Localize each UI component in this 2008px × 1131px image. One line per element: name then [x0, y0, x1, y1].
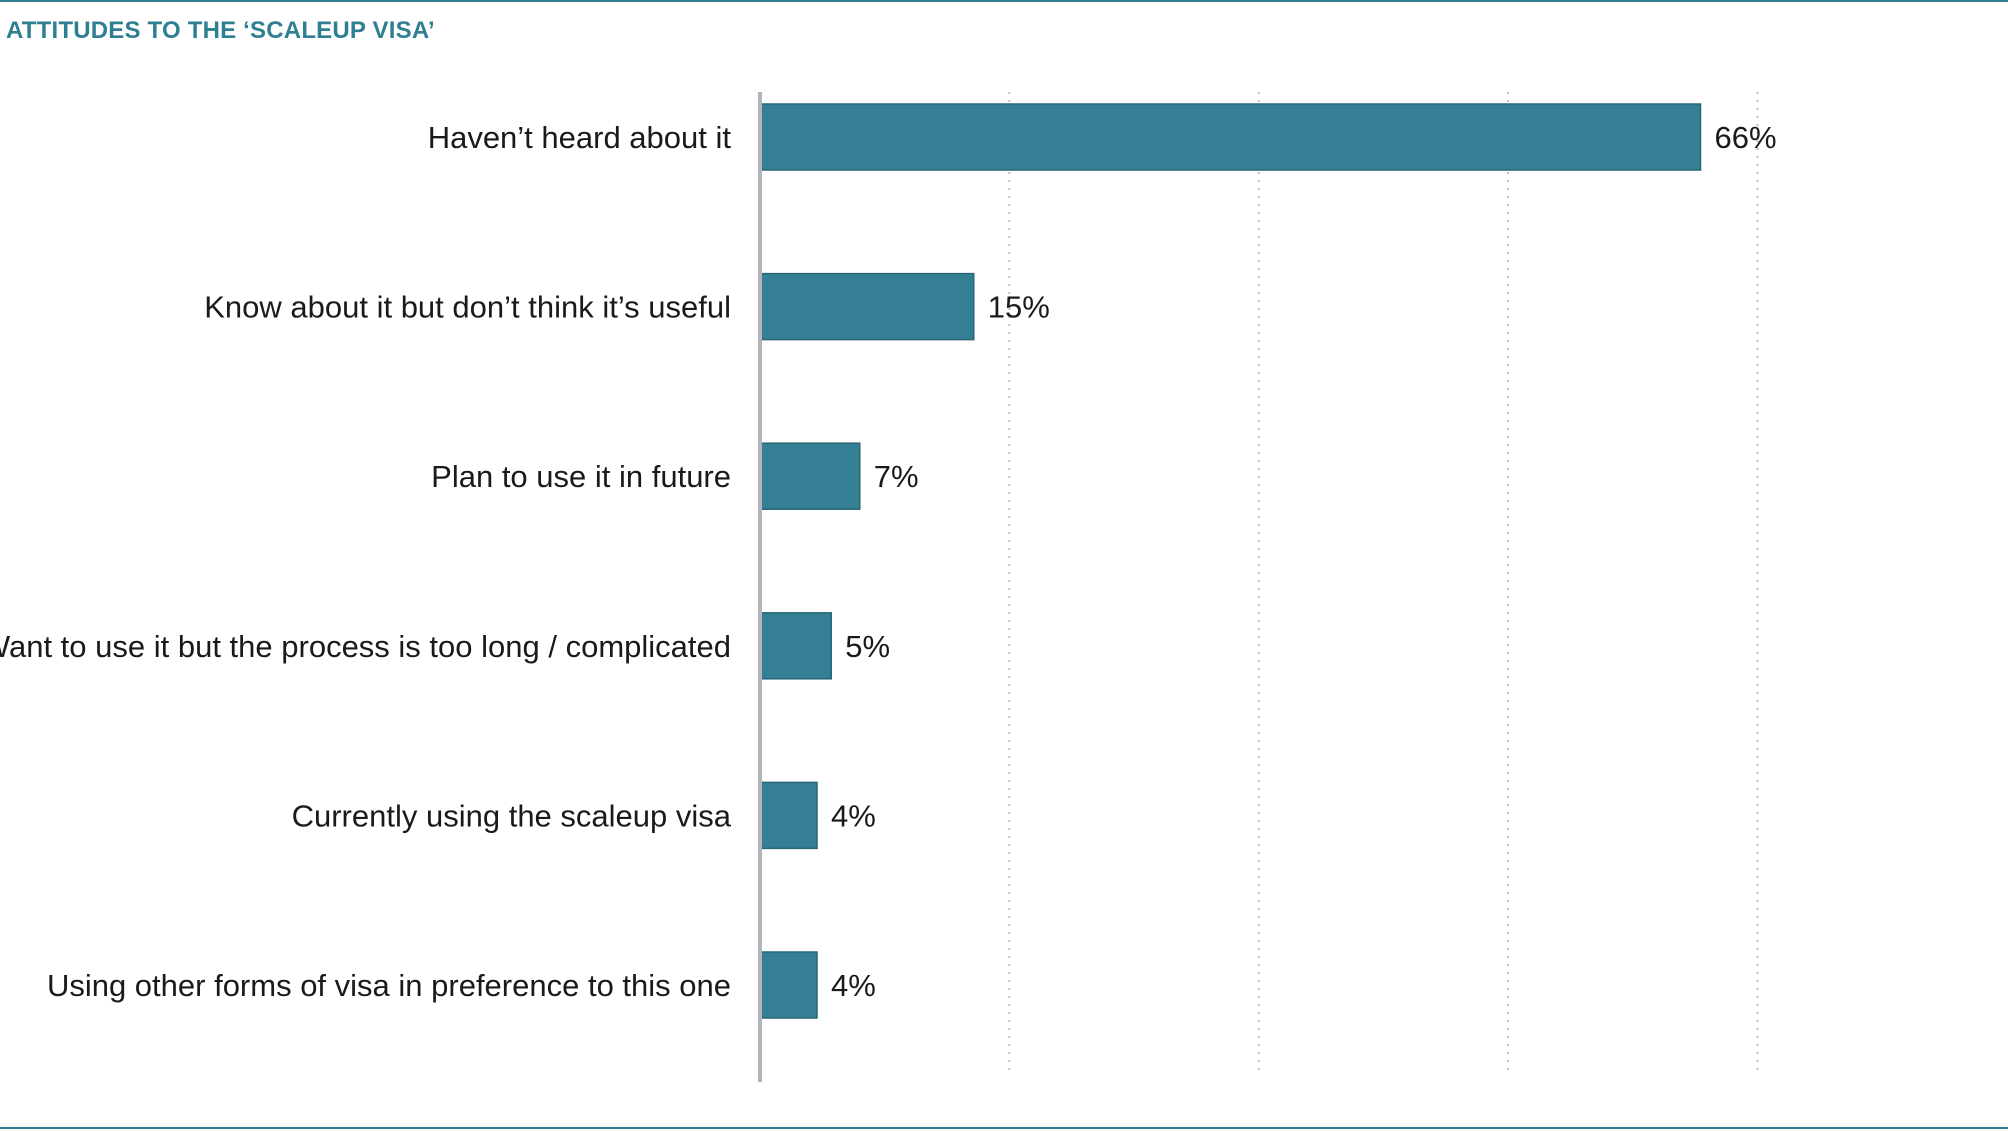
value-label: 5% — [845, 629, 890, 664]
category-label: Know about it but don’t think it’s usefu… — [204, 290, 731, 325]
category-label: Want to use it but the process is too lo… — [0, 629, 731, 664]
value-label: 4% — [831, 798, 876, 833]
bar — [759, 781, 818, 850]
bar — [759, 442, 861, 510]
value-label: 15% — [988, 290, 1050, 325]
value-label: 7% — [874, 459, 919, 494]
value-label: 66% — [1715, 120, 1777, 155]
chart-title: ATTITUDES TO THE ‘SCALEUP VISA’ — [6, 17, 435, 44]
category-label: Plan to use it in future — [431, 459, 731, 494]
bottom-rule — [0, 1127, 2008, 1129]
category-label: Using other forms of visa in preference … — [47, 968, 731, 1003]
category-label: Currently using the scaleup visa — [292, 798, 732, 833]
bar — [759, 272, 975, 341]
top-rule — [0, 0, 2008, 2]
category-label: Haven’t heard about it — [428, 120, 732, 155]
bar — [759, 951, 818, 1019]
bar — [759, 103, 1702, 171]
bar — [759, 612, 832, 680]
value-label: 4% — [831, 968, 876, 1003]
